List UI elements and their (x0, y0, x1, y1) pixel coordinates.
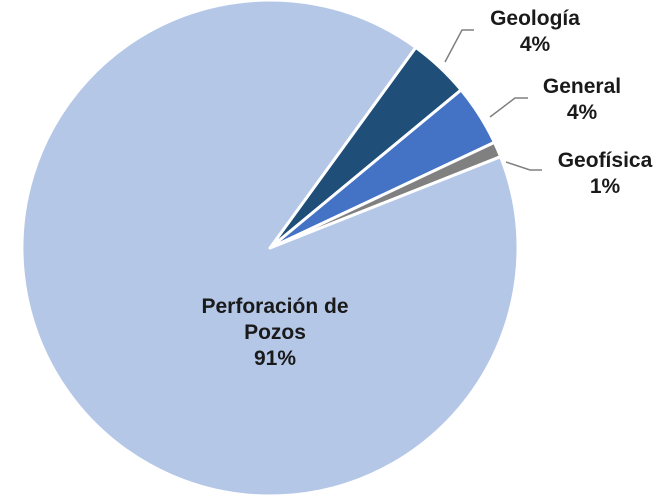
leader-line (489, 97, 528, 118)
slice-label: Perforación de Pozos 91% (195, 294, 355, 372)
pie-slice (20, 0, 520, 498)
slice-label: General 4% (543, 74, 621, 126)
category-label: Geología (490, 7, 580, 30)
value-label: 4% (566, 101, 598, 124)
leader-line (444, 29, 474, 63)
category-label: Geofísica (557, 149, 653, 172)
leader-line (505, 161, 542, 171)
slices (20, 0, 520, 498)
category-label: General (542, 75, 622, 98)
slice-label: Geofísica 1% (558, 148, 653, 200)
value-label: 1% (589, 175, 621, 198)
category-label: Perforación de Pozos (201, 295, 349, 344)
value-label: 4% (519, 33, 551, 56)
value-label: 91% (253, 347, 297, 370)
slice-label: Geología 4% (490, 6, 580, 58)
